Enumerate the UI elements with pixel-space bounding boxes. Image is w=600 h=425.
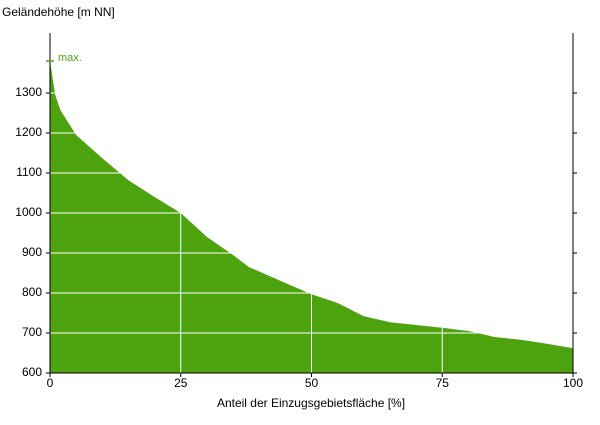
x-tick-label: 0 xyxy=(47,376,54,390)
x-axis-label: Anteil der Einzugsgebietsfläche [%] xyxy=(217,396,405,410)
y-tick-label: 700 xyxy=(22,325,42,339)
x-tick-label: 100 xyxy=(563,376,583,390)
y-tick-label: 1100 xyxy=(16,165,42,179)
x-tick-label: 75 xyxy=(436,376,450,390)
y-tick-label: 1200 xyxy=(15,125,42,139)
x-tick-label: 25 xyxy=(174,376,188,390)
y-tick-label: 600 xyxy=(22,365,42,379)
y-tick-label: 1300 xyxy=(15,85,42,99)
y-tick-label: 800 xyxy=(22,285,42,299)
annotation: max. xyxy=(58,52,82,64)
y-tick-label: 900 xyxy=(22,245,42,259)
y-tick-label: 1000 xyxy=(15,205,42,219)
x-tick-label: 50 xyxy=(305,376,319,390)
y-axis-label: Geländehöhe [m NN] xyxy=(2,5,115,19)
